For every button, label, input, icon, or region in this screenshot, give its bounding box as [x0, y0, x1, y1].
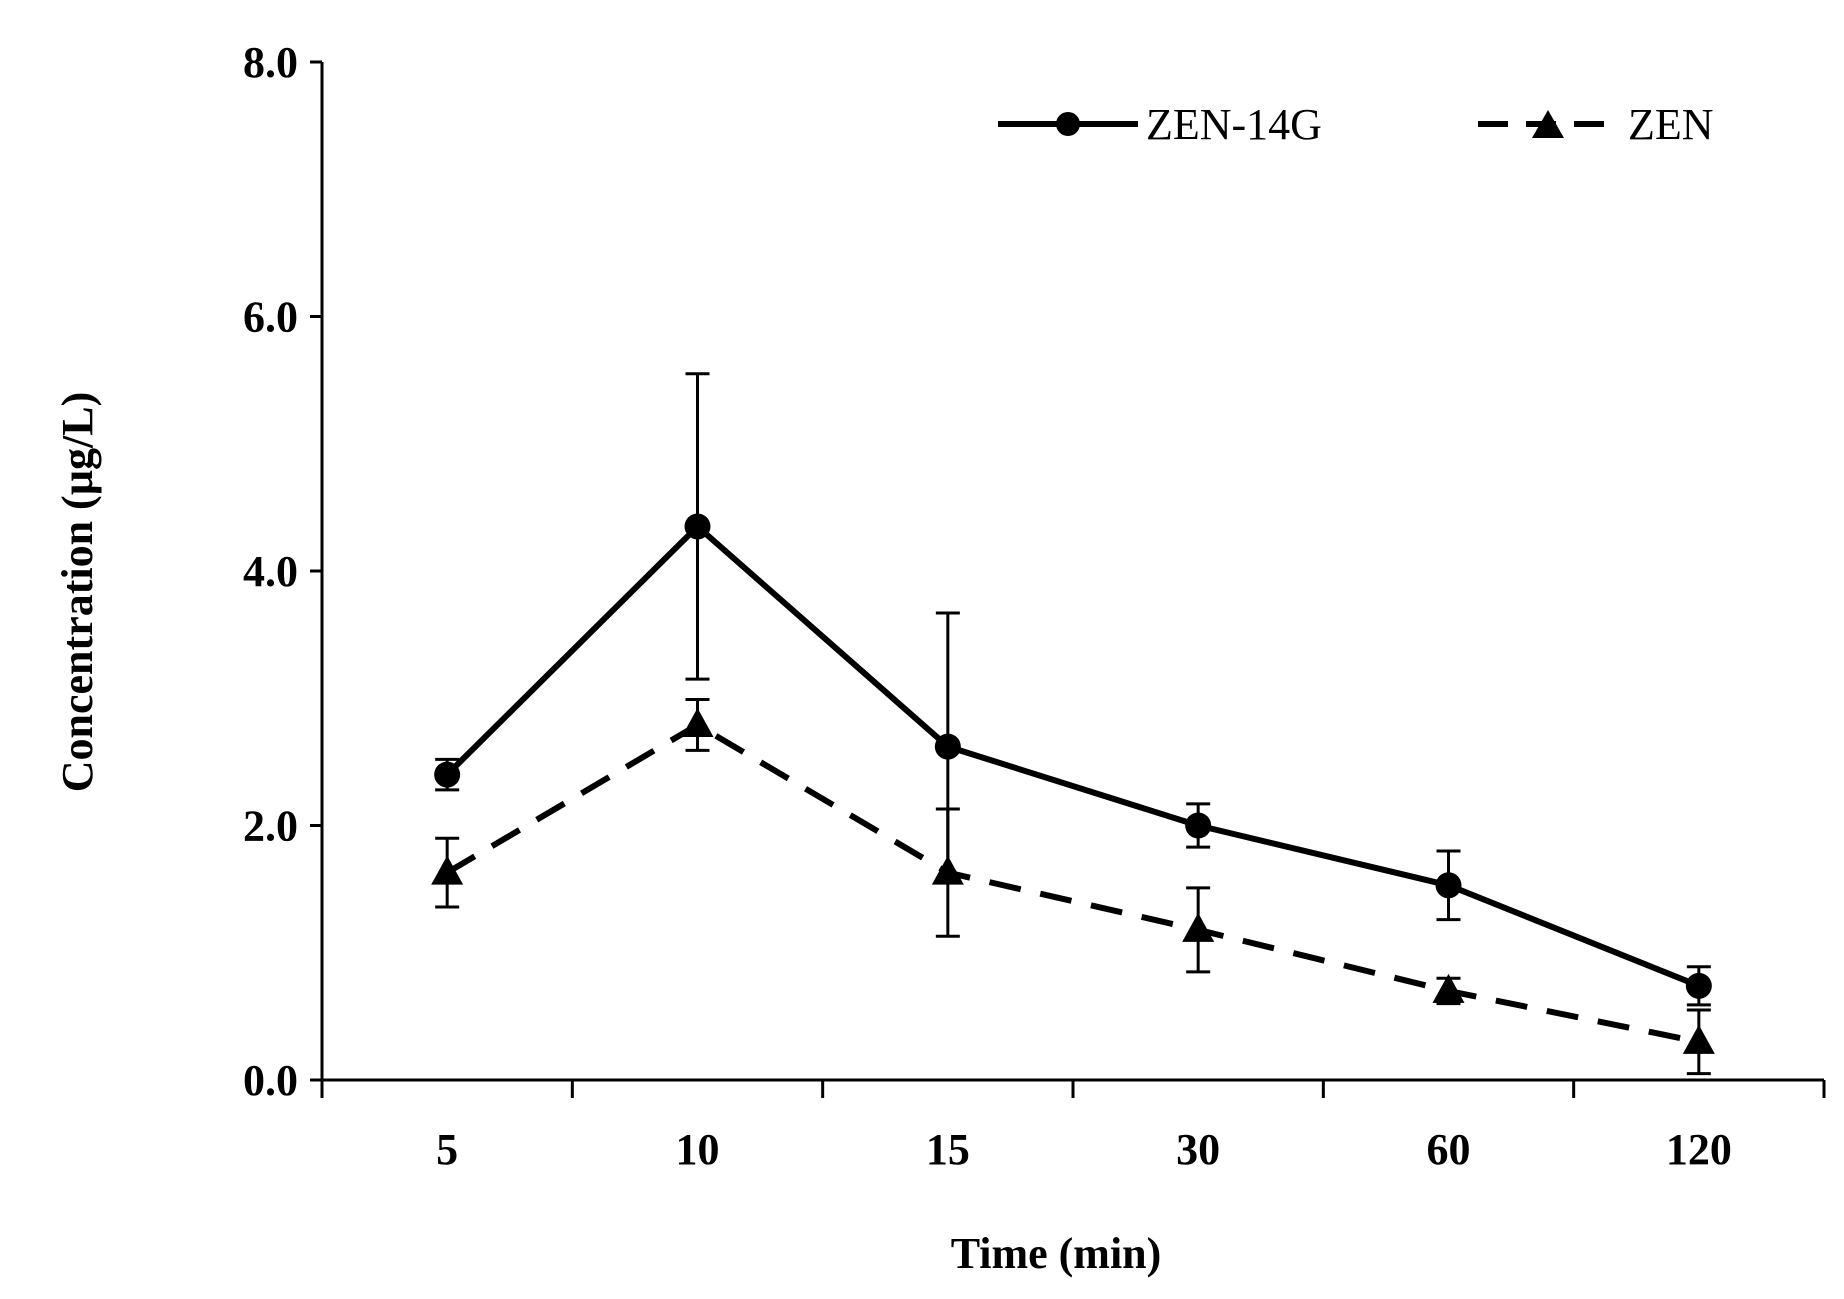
y-tick-label: 0.0	[243, 1056, 298, 1105]
data-point-zen-14g	[934, 733, 961, 760]
legend-label-zen-14g: ZEN-14G	[1146, 100, 1322, 149]
legend: ZEN-14G ZEN	[998, 100, 1714, 149]
legend-marker-zen-14g	[1056, 112, 1080, 136]
data-point-zen	[431, 855, 464, 885]
y-tick-label: 4.0	[243, 547, 298, 596]
data-point-zen	[681, 707, 714, 737]
series-layer	[431, 372, 1715, 1076]
x-tick-label: 30	[1176, 1125, 1220, 1174]
series-zen	[431, 698, 1715, 1076]
x-axis-ticks: 5 10 15 30 60 120	[320, 1080, 1826, 1174]
legend-marker-zen	[1532, 110, 1564, 138]
data-point-zen-14g	[1685, 972, 1712, 999]
x-tick-label: 120	[1666, 1125, 1732, 1174]
y-axis-ticks: 0.0 2.0 4.0 6.0 8.0	[243, 38, 322, 1105]
series-zen-14g	[434, 372, 1712, 1007]
axes	[320, 62, 1824, 1082]
data-point-zen-14g	[1435, 872, 1462, 899]
y-tick-label: 2.0	[243, 802, 298, 851]
series-line-zen-14g	[445, 523, 1700, 989]
x-tick-label: 10	[676, 1125, 720, 1174]
x-tick-label: 15	[926, 1125, 970, 1174]
series-line-zen	[445, 721, 1700, 1045]
x-tick-label: 5	[436, 1125, 458, 1174]
x-axis-title: Time (min)	[951, 1229, 1162, 1278]
y-tick-label: 8.0	[243, 38, 298, 87]
legend-item-zen: ZEN	[1478, 100, 1714, 149]
data-point-zen	[1682, 1024, 1715, 1054]
y-tick-label: 6.0	[243, 293, 298, 342]
y-axis-title: Concentration (µg/L)	[53, 392, 102, 793]
legend-label-zen: ZEN	[1628, 100, 1714, 149]
data-point-zen	[1182, 912, 1215, 942]
legend-item-zen-14g: ZEN-14G	[998, 100, 1322, 149]
data-point-zen	[1432, 973, 1465, 1003]
data-point-zen-14g	[684, 513, 711, 540]
data-point-zen-14g	[1185, 812, 1212, 839]
data-point-zen-14g	[434, 761, 461, 788]
data-point-zen	[931, 855, 964, 885]
x-tick-label: 60	[1427, 1125, 1471, 1174]
